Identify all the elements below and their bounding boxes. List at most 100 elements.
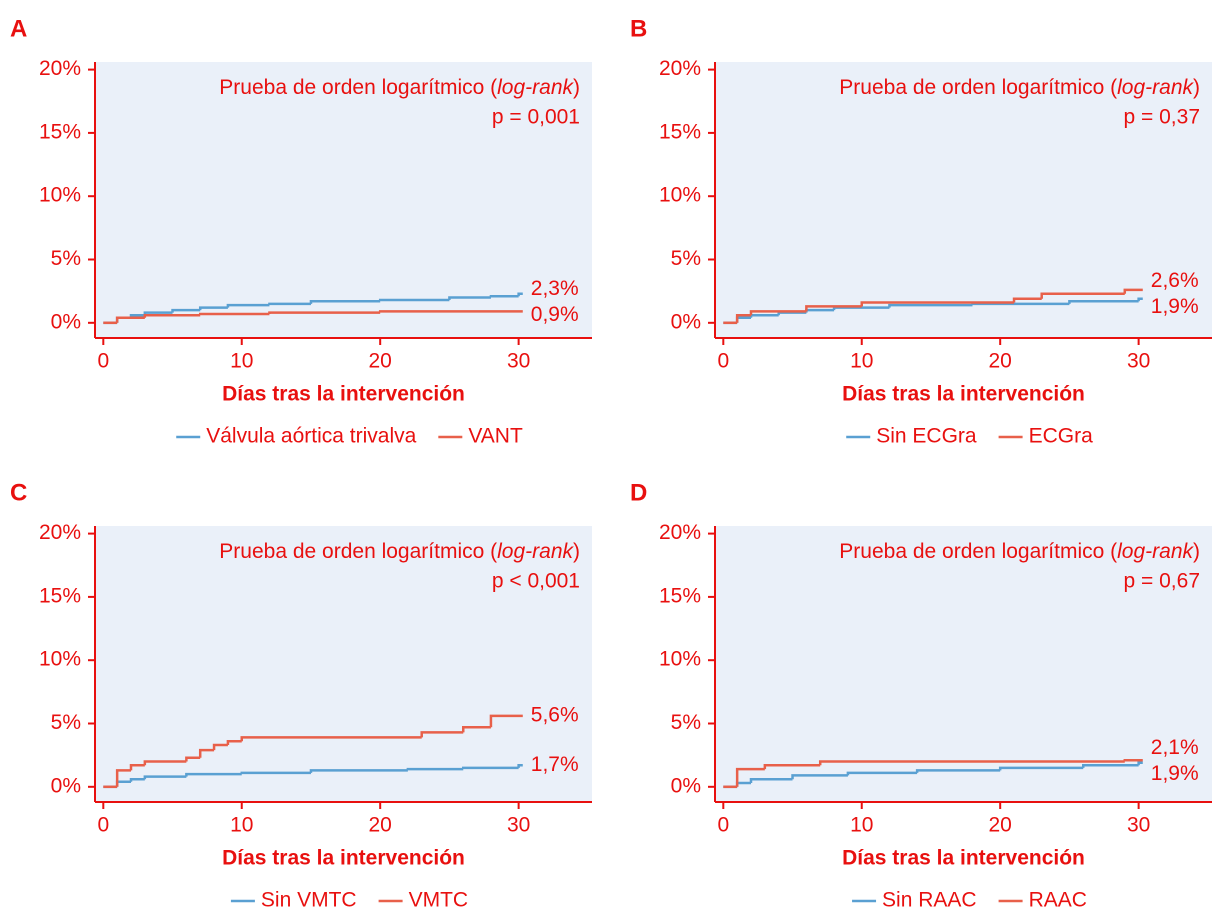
step-segment (420, 731, 464, 738)
y-tick-label: 15% (39, 120, 81, 143)
x-tick-label: 0 (717, 814, 729, 837)
step-segment (749, 777, 793, 784)
y-tick-label: 10% (659, 184, 701, 207)
annotation-part: ) (573, 76, 580, 99)
annotation-part: Prueba de orden logarítmico ( (839, 540, 1117, 563)
y-tick-label: 20% (39, 521, 81, 544)
annotation-part: ) (1193, 76, 1200, 99)
step-segment (462, 766, 519, 770)
legend-label: Sin ECGra (876, 425, 977, 448)
p-value: p = 0,37 (1124, 106, 1200, 129)
annotation: Prueba de orden logarítmico (log-rank) (219, 76, 580, 99)
step-segment (129, 777, 145, 782)
step-segment (115, 316, 145, 323)
x-axis-label: Días tras la intervención (842, 383, 1085, 406)
x-tick-label: 30 (1127, 350, 1150, 373)
y-tick-label: 20% (659, 521, 701, 544)
x-tick-label: 30 (507, 814, 530, 837)
y-tick-label: 0% (51, 310, 81, 333)
step-segment (818, 760, 1125, 766)
step-segment (268, 302, 311, 306)
annotation-part: log-rank (497, 76, 574, 99)
annotation-part: ) (573, 540, 580, 563)
annotation: Prueba de orden logarítmico (log-rank) (839, 540, 1200, 563)
annotation-part: ) (1193, 540, 1200, 563)
step-segment (198, 306, 228, 311)
y-tick-label: 10% (659, 648, 701, 671)
step-segment (915, 769, 1001, 773)
step-segment (489, 714, 523, 728)
step-segment (749, 310, 807, 316)
plot-background (715, 62, 1212, 338)
x-tick-label: 10 (850, 350, 873, 373)
legend-label: Sin RAAC (882, 889, 977, 912)
y-tick-label: 5% (51, 247, 81, 270)
p-value: p = 0,67 (1124, 570, 1200, 593)
p-value: p = 0,001 (492, 106, 580, 129)
annotation-part: log-rank (1117, 76, 1194, 99)
panel-label: B (630, 15, 647, 42)
x-axis-label: Días tras la intervención (222, 383, 465, 406)
end-label: 1,9% (1151, 295, 1199, 318)
legend-label: ECGra (1029, 425, 1094, 448)
step-segment (846, 771, 918, 776)
step-segment (1012, 297, 1042, 303)
step-segment (832, 306, 890, 311)
step-segment (185, 772, 242, 777)
y-tick-label: 5% (51, 711, 81, 734)
end-label: 2,1% (1151, 736, 1199, 759)
annotation-part: log-rank (497, 540, 574, 563)
step-segment (240, 771, 311, 775)
annotation-part: log-rank (1117, 540, 1194, 563)
step-segment (763, 764, 821, 770)
p-value: p < 0,001 (492, 570, 580, 593)
step-segment (185, 756, 201, 762)
x-axis-label: Días tras la intervención (222, 847, 465, 870)
step-segment (1137, 297, 1143, 302)
annotation-part: Prueba de orden logarítmico ( (839, 76, 1117, 99)
panel-label: D (630, 479, 647, 506)
step-segment (240, 736, 422, 742)
step-segment (735, 767, 765, 787)
y-tick-label: 0% (51, 774, 81, 797)
step-segment (378, 298, 450, 302)
step-segment (378, 310, 523, 313)
plot-background (715, 526, 1212, 802)
panel-label: A (10, 15, 27, 42)
x-tick-label: 20 (989, 814, 1012, 837)
step-segment (129, 764, 145, 771)
annotation-part: Prueba de orden logarítmico ( (219, 540, 497, 563)
step-segment (309, 769, 408, 773)
step-segment (448, 296, 491, 301)
step-segment (226, 303, 270, 308)
x-tick-label: 0 (717, 350, 729, 373)
step-segment (735, 313, 751, 323)
step-segment (309, 300, 381, 304)
step-segment (198, 312, 270, 316)
step-segment (517, 764, 523, 768)
x-tick-label: 0 (97, 350, 109, 373)
step-segment (971, 302, 1070, 306)
y-tick-label: 0% (671, 774, 701, 797)
annotation: Prueba de orden logarítmico (log-rank) (839, 76, 1200, 99)
legend-label: Sin VMTC (261, 889, 357, 912)
end-label: 0,9% (531, 303, 579, 326)
annotation: Prueba de orden logarítmico (log-rank) (219, 540, 580, 563)
step-segment (212, 743, 228, 751)
step-segment (860, 301, 1015, 307)
legend: Válvula aórtica trivalva VANT (176, 425, 523, 448)
step-segment (1082, 764, 1139, 768)
plot-background (95, 62, 592, 338)
panel-label: C (10, 479, 27, 506)
legend-label: RAAC (1029, 889, 1087, 912)
step-segment (777, 311, 807, 316)
y-tick-label: 0% (671, 310, 701, 333)
step-segment (226, 739, 242, 746)
step-segment (115, 769, 131, 787)
step-segment (143, 760, 187, 766)
legend: Sin RAAC RAAC (852, 889, 1087, 912)
end-label: 1,7% (531, 753, 579, 776)
step-segment (1123, 288, 1143, 294)
step-segment (517, 292, 523, 297)
x-tick-label: 20 (369, 350, 392, 373)
